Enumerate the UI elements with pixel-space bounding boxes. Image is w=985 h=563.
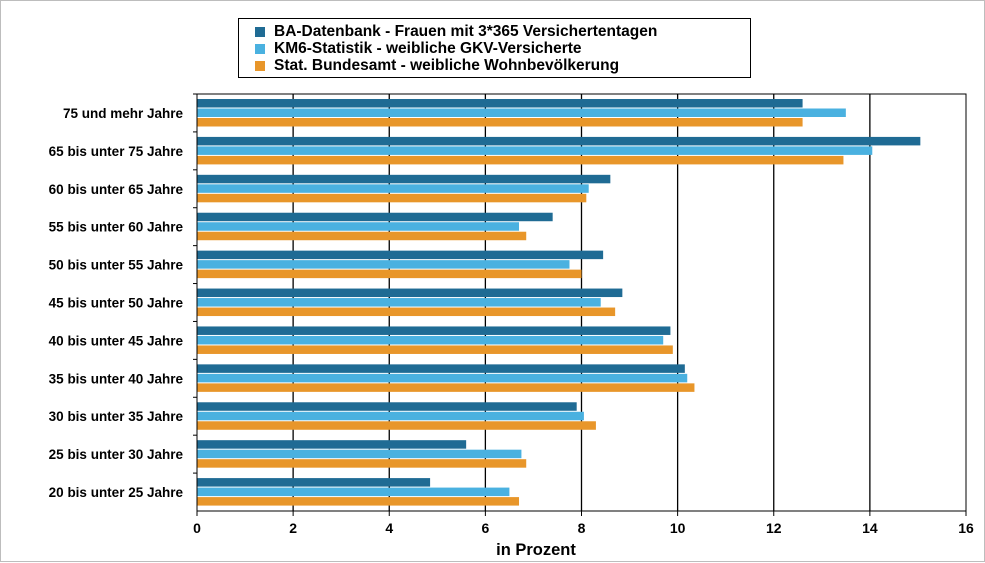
x-tick-label: 4 (385, 520, 393, 536)
legend-label-destatis: Stat. Bundesamt - weibliche Wohnbevölker… (274, 57, 620, 74)
category-label: 60 bis unter 65 Jahre (49, 182, 184, 197)
category-label: 65 bis unter 75 Jahre (49, 144, 184, 159)
bar (197, 373, 688, 383)
legend-swatch-destatis (255, 61, 265, 71)
category-label: 55 bis unter 60 Jahre (49, 220, 184, 235)
legend-item-ba: BA-Datenbank - Frauen mit 3*365 Versiche… (255, 23, 657, 41)
legend-swatch-ba (255, 27, 265, 37)
bar (197, 260, 570, 269)
bars (197, 99, 921, 506)
bar (197, 478, 431, 487)
bar (197, 335, 664, 345)
axes (193, 93, 967, 516)
bar (197, 136, 921, 146)
bar (197, 449, 522, 459)
category-label: 35 bis unter 40 Jahre (49, 371, 184, 386)
bar (197, 108, 846, 117)
bar (197, 99, 803, 108)
bar (197, 497, 520, 506)
legend-label-km6: KM6-Statistik - weibliche GKV-Versichert… (274, 40, 582, 57)
category-label: 25 bis unter 30 Jahre (49, 447, 184, 462)
x-tick-label: 0 (193, 520, 201, 536)
bar (197, 222, 520, 231)
x-tick-label: 2 (289, 520, 297, 536)
bar (197, 440, 467, 449)
x-tick-label: 16 (958, 520, 974, 536)
bar (197, 383, 695, 392)
bar (197, 288, 623, 298)
x-tick-label: 6 (481, 520, 489, 536)
bar (197, 326, 671, 335)
bar (197, 487, 510, 497)
category-label: 75 und mehr Jahre (63, 106, 184, 121)
x-axis-title: in Prozent (496, 541, 576, 559)
category-label: 20 bis unter 25 Jahre (49, 485, 184, 500)
bar (197, 269, 582, 279)
labels: 0 2 4 6 8 10 12 14 16 75 und mehr Jahre 65 bis unt… (49, 106, 974, 536)
bar (197, 307, 616, 317)
bar (197, 250, 604, 260)
x-tick-label: 14 (862, 520, 878, 536)
bar (197, 411, 584, 421)
bar (197, 421, 596, 430)
bar (197, 184, 589, 193)
bar (197, 231, 527, 241)
x-tick-label: 8 (578, 520, 586, 536)
bar (197, 345, 673, 354)
category-label: 50 bis unter 55 Jahre (49, 258, 184, 273)
bar (197, 118, 803, 127)
bar (197, 459, 527, 468)
category-label: 45 bis unter 50 Jahre (49, 296, 184, 311)
legend-label-ba: BA-Datenbank - Frauen mit 3*365 Versiche… (274, 23, 658, 40)
legend: BA-Datenbank - Frauen mit 3*365 Versiche… (238, 18, 751, 78)
bar (197, 146, 873, 155)
bar (197, 155, 844, 165)
category-label: 30 bis unter 35 Jahre (49, 409, 184, 424)
bar (197, 193, 587, 203)
legend-swatch-km6 (255, 44, 265, 54)
x-tick-label: 12 (766, 520, 782, 536)
bar (197, 298, 601, 307)
bar (197, 174, 611, 184)
category-label: 40 bis unter 45 Jahre (49, 333, 184, 348)
bar (197, 402, 577, 411)
x-tick-label: 10 (670, 520, 686, 536)
bar (197, 212, 553, 222)
legend-item-destatis: Stat. Bundesamt - weibliche Wohnbevölker… (255, 57, 619, 75)
legend-item-km6: KM6-Statistik - weibliche GKV-Versichert… (255, 40, 582, 58)
bar (197, 364, 685, 373)
